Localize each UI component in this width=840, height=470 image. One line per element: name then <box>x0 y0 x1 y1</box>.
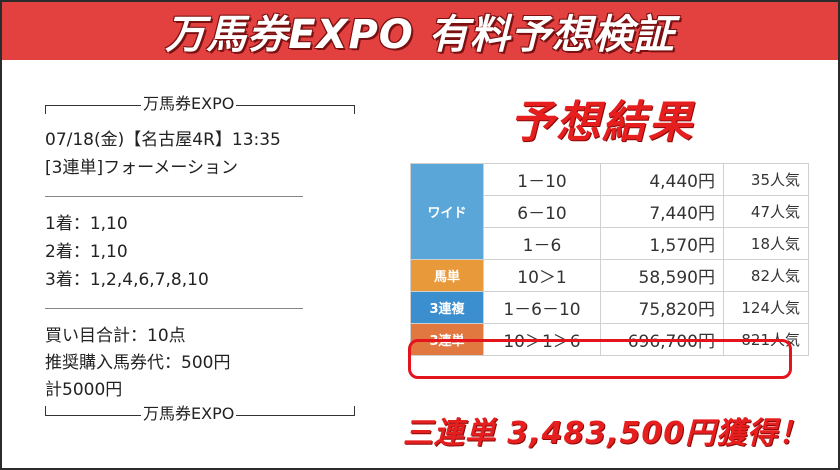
type-label-wide: ワイド <box>410 163 484 260</box>
bet-type-line: [3連単]フォーメーション <box>45 158 239 178</box>
popularity-cell: 18人気 <box>723 227 809 260</box>
stake-line: 推奨購入馬券代：500円 <box>45 353 231 373</box>
combo-cell: 10＞1＞6 <box>483 323 601 356</box>
payout-cell: 7,440円 <box>600 195 724 228</box>
pick-second: 2着：1,10 <box>45 242 128 262</box>
combo-cell: 6－10 <box>483 195 601 228</box>
divider <box>45 196 303 197</box>
combo-cell: 1－6－10 <box>483 291 601 324</box>
ticket-footer: 万馬券EXPO <box>45 406 355 426</box>
payout-cell: 75,820円 <box>600 291 724 324</box>
payout-cell: 1,570円 <box>600 227 724 260</box>
payout-table: ワイド 1－10 4,440円 35人気 6－10 7,440円 47人気 1－… <box>410 163 809 356</box>
type-label-umatan: 馬単 <box>410 259 484 292</box>
combo-cell: 1－10 <box>483 163 601 196</box>
pick-first: 1着：1,10 <box>45 214 128 234</box>
table-row: ワイド 1－10 4,440円 35人気 <box>410 163 809 260</box>
payout-cell: 696,700円 <box>600 323 724 356</box>
title-banner: 万馬券EXPO 有料予想検証 <box>2 2 838 60</box>
popularity-cell: 35人気 <box>723 163 809 196</box>
ticket-footer-label: 万馬券EXPO <box>141 404 237 423</box>
table-row: 3連複 1－6－10 75,820円 124人気 <box>410 291 809 324</box>
banner-title: 万馬券EXPO 有料予想検証 <box>165 12 675 58</box>
type-label-sanrenpuku: 3連複 <box>410 291 484 324</box>
sum-line: 計5000円 <box>45 380 123 400</box>
payout-cell: 4,440円 <box>600 163 724 196</box>
combo-cell: 10＞1 <box>483 259 601 292</box>
table-row: 1－6 1,570円 18人気 <box>411 227 809 260</box>
table-row: 6－10 7,440円 47人気 <box>411 195 809 228</box>
pick-third: 3着：1,2,4,6,7,8,10 <box>45 270 209 290</box>
table-row-highlight: 3連単 10＞1＞6 696,700円 821人気 <box>410 323 809 356</box>
combo-cell: 1－6 <box>483 227 601 260</box>
ticket-header-label: 万馬券EXPO <box>141 94 237 113</box>
result-title: 予想結果 <box>510 97 694 148</box>
popularity-cell: 82人気 <box>723 259 809 292</box>
popularity-cell: 821人気 <box>723 323 809 356</box>
ticket-header: 万馬券EXPO <box>45 96 355 116</box>
payout-cell: 58,590円 <box>600 259 724 292</box>
divider <box>45 308 303 309</box>
table-row: 馬単 10＞1 58,590円 82人気 <box>410 259 809 292</box>
popularity-cell: 124人気 <box>723 291 809 324</box>
total-line: 買い目合計：10点 <box>45 326 186 346</box>
popularity-cell: 47人気 <box>723 195 809 228</box>
type-label-sanrentan: 3連単 <box>410 323 484 356</box>
gain-text: 三連単 3,483,500円獲得！ <box>402 416 810 451</box>
race-line: 07/18(金)【名古屋4R】13:35 <box>45 130 281 150</box>
